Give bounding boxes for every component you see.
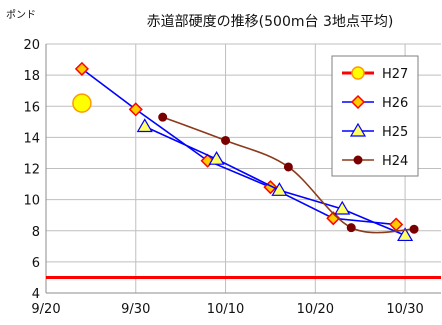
legend-box (331, 55, 419, 177)
series-h25-point (334, 200, 351, 215)
legend-item-h25: H25 (342, 122, 408, 140)
series-h25 (136, 118, 414, 242)
y-tick-label: 8 (32, 225, 40, 240)
y-tick-label: 12 (23, 163, 40, 178)
series-h24-point (221, 135, 231, 145)
legend-label: H24 (382, 154, 408, 169)
series-h26-point (128, 102, 143, 117)
series-h27 (46, 93, 441, 279)
chart-title: 赤道部硬度の推移(500m台 3地点平均) (147, 14, 394, 30)
axis-layer: 4 6 8 10 12 14 16 18 20 9/20 9/30 10/10 10/20 10/30 (23, 38, 441, 317)
y-tick-label: 14 (23, 131, 40, 146)
series-h25-point (271, 182, 288, 196)
series-h27-point (72, 93, 92, 113)
y-axis-unit-label: ポンド (6, 9, 36, 21)
legend: H27 H26 H25 H24 (331, 55, 419, 177)
series-h24 (158, 112, 419, 234)
x-tick-label: 10/30 (386, 302, 423, 317)
legend-swatch-marker (351, 66, 365, 80)
y-tick-label: 4 (32, 287, 40, 302)
legend-label: H25 (382, 125, 408, 140)
y-tick-label: 20 (23, 38, 40, 53)
x-tick-label: 9/30 (121, 302, 150, 317)
series-h26 (74, 61, 404, 232)
series-h25-point (397, 227, 414, 242)
series-h26-point (74, 61, 89, 76)
legend-item-h27: H27 (342, 66, 408, 82)
series-h26-line (81, 68, 397, 226)
legend-item-h26: H26 (342, 94, 408, 111)
legend-item-h24: H24 (342, 154, 408, 169)
y-tick-label: 16 (23, 100, 40, 115)
x-tick-label: 10/20 (297, 302, 334, 317)
series-h25-point (208, 150, 225, 165)
series-h24-point (283, 162, 293, 172)
series-layer (46, 61, 441, 279)
legend-swatch-marker (350, 94, 366, 110)
legend-swatch-marker (349, 122, 367, 137)
y-tick-label: 18 (23, 69, 40, 84)
series-h24-point (409, 224, 419, 234)
x-tick-label: 9/20 (31, 302, 60, 317)
series-h24-point (346, 223, 356, 233)
y-tick-label: 6 (32, 256, 40, 271)
series-h26-point (326, 211, 341, 226)
y-tick-label: 10 (23, 194, 40, 209)
x-tick-label: 10/10 (207, 302, 244, 317)
legend-label: H26 (382, 96, 408, 111)
series-h25-point (136, 118, 153, 133)
legend-label: H27 (382, 67, 408, 82)
legend-swatch-marker (353, 155, 363, 165)
series-h24-point (158, 112, 168, 122)
